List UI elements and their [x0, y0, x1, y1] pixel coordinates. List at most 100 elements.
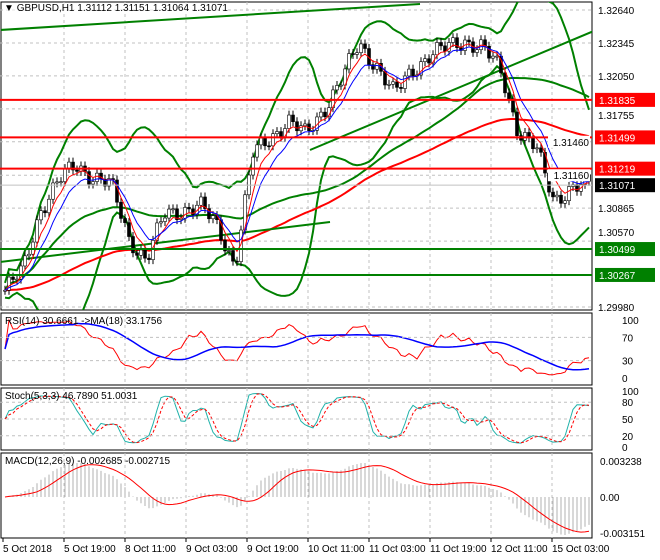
candle-body — [7, 276, 11, 291]
candle-body — [95, 172, 99, 182]
stoch-tick: 50 — [622, 415, 634, 426]
candle-body — [391, 81, 395, 85]
time-tick-label: 5 Oct 19:00 — [64, 544, 116, 555]
level-label-bg — [595, 267, 655, 282]
candle-body — [211, 215, 215, 220]
stoch-tick: 0 — [622, 443, 628, 454]
candle-body — [563, 200, 567, 204]
macd-tick: -0.003151 — [600, 529, 645, 540]
price-tick-label: 1.29980 — [598, 303, 635, 314]
trend-line — [1, 221, 331, 263]
candle-body — [511, 98, 515, 113]
candle-body — [375, 63, 379, 70]
candle-body — [103, 178, 107, 187]
candle-body — [291, 114, 295, 123]
candle-body — [123, 218, 127, 223]
level-label: 1.31499 — [599, 133, 636, 144]
panel-frame — [0, 312, 593, 386]
candle-body — [235, 260, 239, 263]
candle-body — [271, 133, 275, 147]
candle-body — [131, 236, 135, 254]
stoch-main-line — [4, 392, 590, 444]
candle-body — [299, 125, 303, 132]
stoch-tick: 20 — [622, 432, 634, 443]
price-tick-label: 1.31460 — [553, 138, 590, 149]
candle-body — [67, 161, 71, 169]
symbol-label: GBPUSD,H1 — [16, 3, 75, 14]
price-tick-label: 1.32050 — [598, 72, 635, 83]
candle-body — [395, 81, 399, 88]
candle-body — [231, 250, 235, 262]
collapse-triangle-icon[interactable]: ▼ — [4, 3, 14, 14]
time-tick-label: 12 Oct 11:00 — [491, 544, 548, 555]
price-tick-label-bg — [548, 169, 590, 182]
candle-body — [411, 68, 415, 77]
candle-body — [35, 219, 39, 243]
candle-body — [275, 131, 279, 134]
candle-body — [475, 49, 479, 53]
candle-body — [259, 137, 263, 146]
current-price-bg — [595, 178, 655, 193]
candle-body — [183, 207, 187, 219]
candle-body — [491, 55, 495, 59]
current-price-label: 1.31071 — [599, 181, 636, 192]
rsi-line — [4, 318, 590, 376]
macd-tick: 0.00 — [600, 493, 620, 504]
candle-body — [251, 156, 255, 176]
candle-body — [555, 194, 559, 198]
rsi-tick: 70 — [622, 333, 634, 344]
candle-body — [171, 208, 175, 211]
candle-body — [27, 253, 31, 257]
candle-body — [51, 182, 55, 200]
candle-body — [119, 201, 123, 219]
level-label: 1.31219 — [599, 165, 636, 176]
price-tick-label: 1.30865 — [598, 204, 635, 215]
bollinger-band — [4, 64, 590, 310]
rsi-title: RSI(14) 30.6661 ->MA(18) 33.1756 — [5, 316, 163, 327]
price-tick-label: 1.32345 — [598, 39, 635, 50]
candle-body — [351, 53, 355, 55]
candle-body — [47, 198, 51, 214]
candle-body — [515, 111, 519, 136]
candle-body — [319, 111, 323, 118]
candle-body — [239, 229, 243, 262]
candle-body — [575, 184, 579, 192]
candle-body — [407, 68, 411, 77]
candle-body — [227, 250, 231, 252]
candle-body — [175, 208, 179, 220]
candle-body — [87, 171, 91, 185]
candle-body — [207, 208, 211, 220]
price-tick-label: 1.32640 — [598, 6, 635, 17]
candle-body — [507, 92, 511, 100]
candle-body — [323, 111, 327, 118]
stoch-title: Stoch(5,3,3) 46.7890 51.0031 — [5, 391, 138, 402]
candle-body — [359, 43, 363, 53]
candle-body — [303, 123, 307, 127]
stoch-tick: 100 — [622, 387, 639, 398]
candle-body — [107, 178, 111, 187]
level-label-bg — [595, 242, 655, 257]
candle-body — [71, 161, 75, 171]
candle-body — [75, 169, 79, 172]
candle-body — [455, 37, 459, 48]
bollinger-middle — [4, 76, 590, 291]
macd-signal-line — [4, 464, 590, 533]
candle-body — [23, 255, 27, 267]
candle-body — [223, 239, 227, 252]
chart-header: ▼ GBPUSD,H1 1.31112 1.31151 1.31064 1.31… — [4, 3, 228, 14]
candle-body — [199, 196, 203, 206]
candle-body — [147, 257, 151, 260]
candle-body — [423, 58, 427, 62]
price-tick-label: 1.30570 — [598, 228, 635, 239]
candle-body — [439, 42, 443, 47]
price-tick-label-bg — [548, 135, 590, 148]
level-label: 1.30267 — [599, 271, 636, 282]
candle-body — [267, 145, 271, 148]
candle-body — [435, 42, 439, 56]
candle-body — [531, 137, 535, 150]
time-tick-label: 15 Oct 03:00 — [552, 544, 610, 555]
candle-body — [427, 58, 431, 64]
ma-fast-red — [4, 43, 590, 291]
